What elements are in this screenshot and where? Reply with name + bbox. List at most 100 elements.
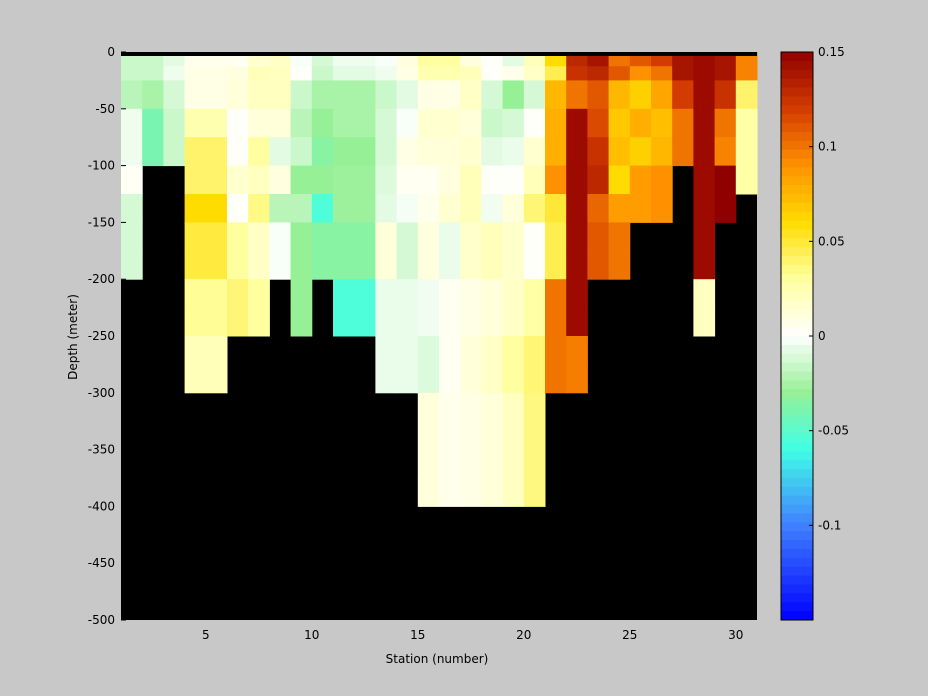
heatmap-cell: [545, 364, 567, 394]
heatmap-cell: [333, 80, 355, 110]
heatmap-cell: [354, 108, 376, 138]
heatmap-cell: [587, 194, 610, 223]
heatmap-cell: [502, 307, 525, 337]
plot-area: [121, 52, 758, 620]
heatmap-cell: [439, 222, 461, 252]
heatmap-cell: [460, 307, 482, 337]
heatmap-cell: [163, 80, 186, 110]
heatmap-cell: [290, 194, 313, 223]
x-tick-label: 5: [202, 628, 210, 642]
heatmap-cell: [439, 449, 461, 479]
heatmap-cell: [417, 478, 440, 507]
heatmap-cell: [396, 307, 419, 337]
heatmap-cell: [439, 137, 461, 167]
heatmap-cell: [290, 279, 313, 309]
heatmap-cell: [566, 66, 588, 81]
heatmap-cell: [502, 449, 525, 479]
heatmap-cell: [354, 66, 376, 81]
heatmap-cell: [205, 364, 228, 394]
heatmap-cell: [354, 165, 376, 195]
heatmap-cell: [290, 80, 313, 110]
heatmap-cell: [184, 279, 207, 309]
heatmap-cell: [439, 279, 461, 309]
heatmap-cell: [481, 336, 504, 365]
heatmap-cell: [396, 137, 419, 167]
colorbar-step: [781, 611, 813, 621]
heatmap-cell: [375, 66, 398, 81]
heatmap-cell: [566, 108, 588, 138]
heatmap-cell: [121, 137, 143, 167]
heatmap-cell: [205, 80, 228, 110]
x-tick-label: 25: [622, 628, 637, 642]
heatmap-cell: [248, 194, 270, 223]
heatmap-cell: [121, 80, 143, 110]
y-tick-label: -400: [88, 499, 115, 513]
colorbar-step: [781, 451, 813, 461]
colorbar-tick-label: 0.1: [818, 140, 837, 154]
heatmap-cell: [205, 250, 228, 280]
heatmap-cell: [629, 66, 652, 81]
heatmap-cell: [354, 222, 376, 252]
colorbar-step: [781, 575, 813, 585]
heatmap-cell: [502, 165, 525, 195]
heatmap-cell: [184, 364, 207, 394]
heatmap-cell: [481, 165, 504, 195]
colorbar-step: [781, 336, 813, 346]
heatmap-cell: [693, 250, 716, 280]
heatmap-cell: [396, 364, 419, 394]
heatmap-cell: [184, 194, 207, 223]
colorbar-step: [781, 415, 813, 426]
heatmap-cell: [333, 66, 355, 81]
heatmap-cell: [735, 108, 758, 138]
heatmap-cell: [396, 336, 419, 365]
colorbar-step: [781, 380, 813, 390]
heatmap-cell: [566, 137, 588, 167]
heatmap-cell: [460, 478, 482, 507]
heatmap-cell: [587, 80, 610, 110]
heatmap-cell: [523, 137, 546, 167]
heatmap-cell: [545, 80, 567, 110]
colorbar-step: [781, 566, 813, 577]
heatmap-cell: [439, 108, 461, 138]
heatmap-cell: [587, 250, 610, 280]
heatmap-cell: [205, 194, 228, 223]
heatmap-cell: [269, 222, 292, 252]
colorbar-step: [781, 131, 813, 142]
heatmap-cell: [396, 165, 419, 195]
heatmap-cell: [460, 137, 482, 167]
heatmap-cell: [523, 66, 546, 81]
heatmap-cell: [523, 307, 546, 337]
heatmap-cell: [608, 66, 631, 81]
heatmap-cell: [587, 165, 610, 195]
colorbar-step: [781, 273, 813, 284]
heatmap-cell: [460, 364, 482, 394]
colorbar-step: [781, 149, 813, 159]
heatmap-cell: [651, 108, 673, 138]
heatmap-cell: [460, 449, 482, 479]
heatmap-cell: [269, 165, 292, 195]
colorbar-step: [781, 300, 813, 310]
heatmap-cell: [269, 137, 292, 167]
colorbar-step: [781, 486, 813, 497]
heatmap-cell: [205, 307, 228, 337]
y-tick-label: -50: [95, 102, 115, 116]
colorbar-step: [781, 256, 813, 266]
x-tick-label: 15: [410, 628, 425, 642]
colorbar-step: [781, 202, 813, 213]
heatmap-cell: [608, 165, 631, 195]
heatmap-cell: [439, 392, 461, 422]
heatmap-cell: [311, 222, 334, 252]
heatmap-cell: [439, 307, 461, 337]
heatmap-cell: [608, 137, 631, 167]
heatmap-cell: [566, 165, 588, 195]
heatmap-cell: [481, 478, 504, 507]
heatmap-cell: [375, 222, 398, 252]
x-axis-label: Station (number): [386, 652, 489, 666]
heatmap-cell: [311, 137, 334, 167]
heatmap-cell: [227, 66, 249, 81]
colorbar-step: [781, 407, 813, 417]
heatmap-cell: [333, 222, 355, 252]
colorbar-step: [781, 229, 813, 239]
colorbar-step: [781, 433, 813, 443]
